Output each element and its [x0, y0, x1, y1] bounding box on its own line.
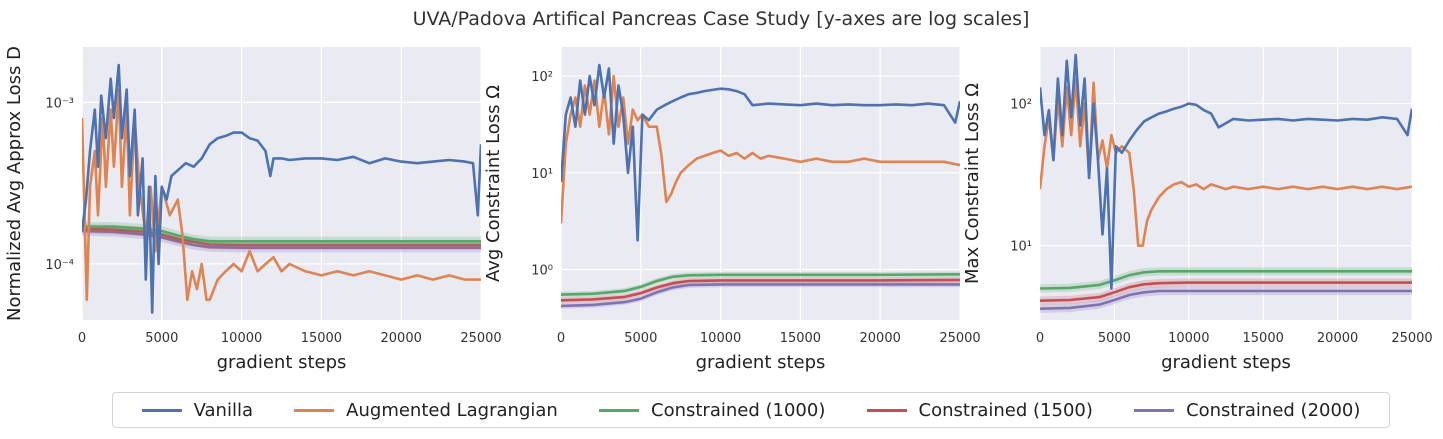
- x-tick-label: 15000: [301, 331, 342, 346]
- y-tick-label: 10⁻⁴: [45, 258, 74, 273]
- legend-swatch-augmented-lagrangian: [294, 408, 335, 412]
- legend: Vanilla Augmented Lagrangian Constrained…: [112, 392, 1390, 428]
- y-axis-label: Max Constraint Loss Ω: [962, 83, 983, 284]
- series-line-c1500: [82, 227, 481, 247]
- series-line-c2000: [561, 283, 960, 308]
- x-tick-label: 20000: [381, 331, 422, 346]
- y-axis-label: Avg Constraint Loss Ω: [483, 85, 504, 282]
- chart-panels: 0 5000 10000 15000 20000 25000 10⁻⁴ 10⁻³ gradien…: [4, 46, 1433, 373]
- x-tick-label: 20000: [860, 331, 901, 346]
- x-axis-label: gradient steps: [1161, 352, 1291, 373]
- series-line-c2000: [1040, 289, 1412, 310]
- y-tick-label: 10¹: [531, 167, 553, 182]
- series-band-c1500: [82, 224, 481, 250]
- series-band-c1000: [561, 271, 960, 298]
- x-tick-label: 25000: [939, 331, 980, 346]
- plot-area: [1040, 47, 1412, 320]
- series-line-augmented: [561, 74, 960, 224]
- x-tick-label: 5000: [624, 331, 657, 346]
- series-group: [82, 63, 481, 314]
- series-line-c2000: [82, 229, 481, 249]
- chart-panel-3: 0 5000 10000 15000 20000 25000 10¹ 10² gradient …: [962, 47, 1433, 373]
- legend-swatch-constrained-1000: [599, 408, 639, 412]
- legend-item-augmented-lagrangian: Augmented Lagrangian: [294, 400, 558, 421]
- x-tick-label: 5000: [1098, 331, 1131, 346]
- x-tick-label: 20000: [1317, 331, 1358, 346]
- legend-item-constrained-1000: Constrained (1000): [599, 400, 825, 421]
- chart-panel-1: 0 5000 10000 15000 20000 25000 10⁻⁴ 10⁻³ gradien…: [4, 46, 502, 373]
- series-band-c1500: [1040, 278, 1412, 305]
- series-line-c1000: [82, 225, 481, 243]
- series-line-augmented: [1040, 77, 1412, 247]
- x-tick-label: 10000: [700, 331, 741, 346]
- x-tick-label: 0: [1036, 331, 1044, 346]
- x-tick-label: 10000: [1168, 331, 1209, 346]
- x-tick-label: 0: [78, 331, 86, 346]
- x-tick-label: 15000: [1243, 331, 1284, 346]
- series-line-c1500: [1040, 281, 1412, 302]
- x-tick-label: 15000: [780, 331, 821, 346]
- series-line-vanilla: [82, 63, 481, 314]
- x-tick-label: 10000: [221, 331, 262, 346]
- legend-label-constrained-2000: Constrained (2000): [1186, 399, 1361, 421]
- x-tick-label: 0: [557, 331, 565, 346]
- chart-panel-2: 0 5000 10000 15000 20000 25000 10⁰ 10¹ 10² gradie…: [483, 47, 981, 373]
- figure-title: UVA/Padova Artifical Pancreas Case Study…: [413, 8, 1030, 30]
- series-band-c2000: [561, 281, 960, 309]
- legend-label-vanilla: Vanilla: [193, 399, 253, 421]
- x-axis-label: gradient steps: [217, 352, 347, 373]
- x-tick-label: 25000: [1391, 331, 1432, 346]
- x-tick-label: 25000: [460, 331, 501, 346]
- legend-swatch-constrained-1500: [866, 408, 907, 412]
- series-line-vanilla: [1040, 53, 1412, 290]
- series-line-vanilla: [561, 63, 960, 242]
- legend-label-augmented-lagrangian: Augmented Lagrangian: [346, 399, 558, 421]
- legend-item-vanilla: Vanilla: [141, 399, 253, 421]
- y-axis-label: Normalized Avg Approx Loss D: [4, 46, 25, 321]
- figure: UVA/Padova Artifical Pancreas Case Study…: [4, 8, 1433, 373]
- legend-label-constrained-1000: Constrained (1000): [651, 399, 826, 421]
- x-axis-label: gradient steps: [696, 352, 826, 373]
- series-group: [561, 63, 960, 309]
- y-tick-label: 10²: [531, 70, 553, 85]
- series-line-c1500: [561, 278, 960, 302]
- legend-swatch-constrained-2000: [1134, 408, 1175, 412]
- y-tick-label: 10²: [1010, 98, 1032, 113]
- plot-area: [82, 47, 481, 320]
- series-group: [1040, 53, 1412, 313]
- series-line-c1000: [1040, 269, 1412, 290]
- y-tick-label: 10¹: [1010, 240, 1032, 255]
- legend-swatch-vanilla: [141, 408, 182, 412]
- legend-label-constrained-1500: Constrained (1500): [918, 399, 1093, 421]
- legend-item-constrained-2000: Constrained (2000): [1134, 400, 1360, 421]
- y-tick-label: 10⁻³: [45, 96, 74, 111]
- series-line-augmented: [82, 88, 481, 302]
- y-tick-label: 10⁰: [531, 263, 553, 278]
- series-line-c1000: [561, 273, 960, 296]
- legend-item-constrained-1500: Constrained (1500): [866, 399, 1093, 421]
- x-tick-label: 5000: [145, 331, 178, 346]
